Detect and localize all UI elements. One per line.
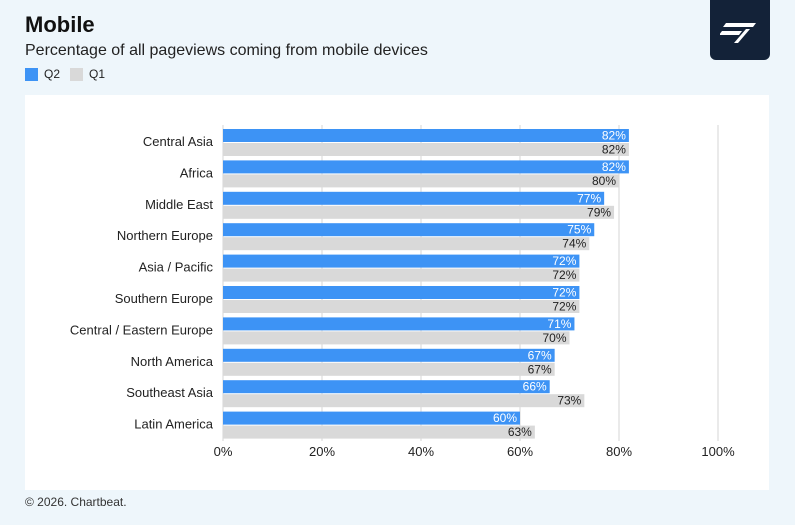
x-tick-label: 80% <box>606 444 632 459</box>
data-label-q2: 72% <box>552 254 576 268</box>
bar-q2 <box>223 160 629 174</box>
bar-q2 <box>223 223 595 237</box>
bar-q1 <box>223 362 555 376</box>
category-label: Latin America <box>134 417 214 432</box>
category-label: Asia / Pacific <box>139 260 214 275</box>
chart-subtitle: Percentage of all pageviews coming from … <box>25 42 428 59</box>
legend-swatch-q1 <box>70 67 84 81</box>
category-label: North America <box>131 354 214 369</box>
category-label: Central Asia <box>143 134 214 149</box>
data-label-q1: 70% <box>542 331 566 345</box>
legend-item-q2: Q2 <box>25 67 60 81</box>
x-tick-label: 100% <box>701 444 735 459</box>
bar-q1 <box>223 300 580 313</box>
data-label-q2: 66% <box>523 380 547 394</box>
data-label-q1: 72% <box>552 268 576 282</box>
bar-q1 <box>223 237 590 251</box>
chartbeat-logo-icon <box>720 23 756 43</box>
category-label: Southern Europe <box>115 291 213 306</box>
x-tick-label: 20% <box>309 444 335 459</box>
data-label-q1: 73% <box>557 394 581 408</box>
bar-q1 <box>223 268 580 282</box>
bar-q2 <box>223 286 580 299</box>
data-label-q1: 67% <box>528 362 552 376</box>
data-label-q2: 60% <box>493 411 517 425</box>
data-label-q1: 80% <box>592 174 616 188</box>
bar-q1 <box>223 425 535 439</box>
chart-panel: 0% 20% 40% 60% 80% 100% Central Asia 82% 82% Afri… <box>25 95 769 490</box>
data-label-q1: 72% <box>552 300 576 314</box>
bar-q2 <box>223 411 520 425</box>
data-label-q2: 77% <box>577 191 601 205</box>
data-label-q2: 67% <box>528 348 552 362</box>
bar-q1 <box>223 331 570 345</box>
legend: Q2 Q1 <box>25 67 115 81</box>
x-tick-label: 40% <box>408 444 434 459</box>
data-label-q2: 72% <box>552 286 576 300</box>
data-label-q2: 82% <box>602 129 626 143</box>
bar-q2 <box>223 129 629 142</box>
category-label: Central / Eastern Europe <box>70 322 213 337</box>
data-label-q1: 82% <box>602 143 626 157</box>
bar-q2 <box>223 317 575 331</box>
category-label: Africa <box>180 165 214 180</box>
data-label-q2: 82% <box>602 160 626 174</box>
legend-label-q2: Q2 <box>44 67 61 81</box>
x-tick-label: 60% <box>507 444 533 459</box>
x-tick-label: 0% <box>214 444 233 459</box>
bar-q2 <box>223 380 550 394</box>
category-label: Northern Europe <box>117 228 213 243</box>
bar-q1 <box>223 143 629 156</box>
bar-q1 <box>223 174 619 188</box>
legend-label-q1: Q1 <box>89 67 106 81</box>
legend-item-q1: Q1 <box>70 67 105 81</box>
data-label-q2: 75% <box>567 223 591 237</box>
legend-swatch-q2 <box>25 67 38 81</box>
bar-q1 <box>223 394 585 408</box>
chart-title: Mobile <box>25 12 95 37</box>
bar-q2 <box>223 348 555 362</box>
data-label-q2: 71% <box>547 317 571 331</box>
category-label: Southeast Asia <box>126 385 213 400</box>
chartbeat-logo <box>710 0 770 60</box>
bar-chart: 0% 20% 40% 60% 80% 100%Central Asia 82%82%Afri… <box>70 125 735 459</box>
bar-q2 <box>223 191 605 205</box>
category-label: Middle East <box>145 197 213 212</box>
data-label-q1: 74% <box>562 237 586 251</box>
data-label-q1: 63% <box>508 425 532 439</box>
bar-q1 <box>223 205 615 219</box>
data-label-q1: 79% <box>587 205 611 219</box>
copyright-footer: © 2026. Chartbeat. <box>25 495 127 509</box>
bar-q2 <box>223 254 580 268</box>
